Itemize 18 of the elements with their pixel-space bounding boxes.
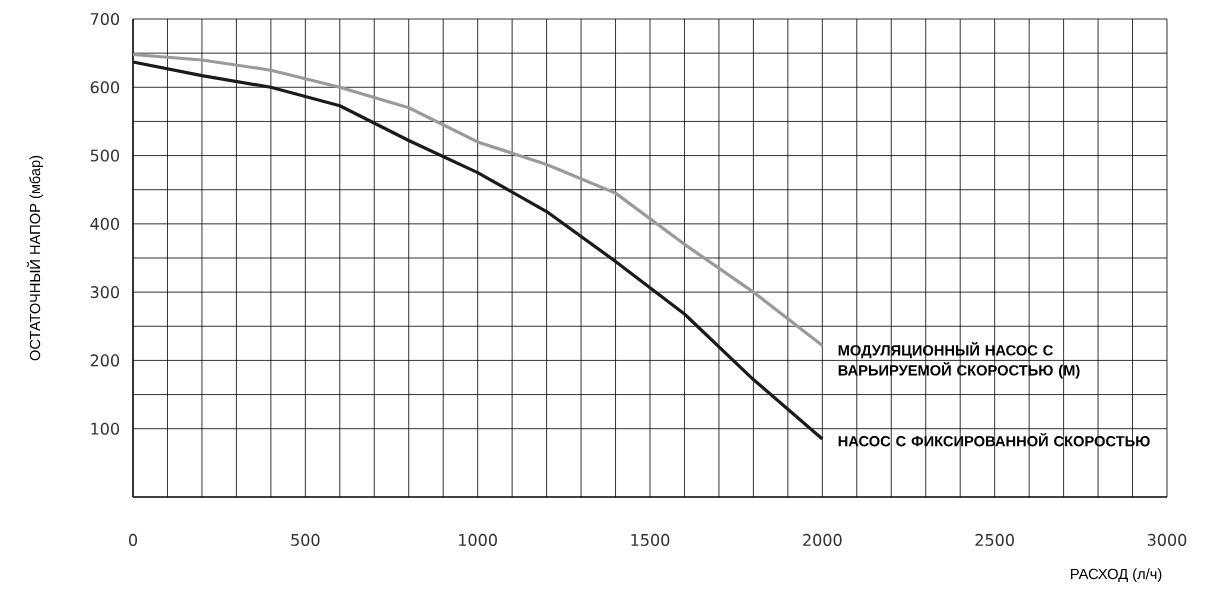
x-tick-label: 500 (291, 533, 320, 546)
y-tick-label: 200 (90, 354, 120, 367)
y-tick-label: 700 (90, 12, 120, 26)
x-tick-label: 1500 (631, 533, 670, 546)
x-tick-label: 2000 (803, 533, 842, 546)
y-tick-label: 600 (90, 81, 120, 94)
y-axis-title: ОСТАТОЧНЫЙ НАПОР (мбар) (26, 155, 44, 361)
x-tick-label: 3000 (1147, 533, 1187, 546)
x-tick-label: 2500 (975, 533, 1014, 546)
y-tick-label: 400 (90, 217, 120, 230)
x-axis-title: РАСХОД (л/ч) (1071, 568, 1162, 583)
x-tick-label: 0 (128, 533, 138, 546)
line-series (131, 60, 824, 441)
line-series (131, 52, 824, 347)
y-tick-label: 300 (90, 286, 120, 299)
y-tick-label: 100 (91, 422, 120, 435)
y-tick-label: 500 (90, 149, 120, 162)
x-tick-label: 1000 (459, 533, 497, 546)
